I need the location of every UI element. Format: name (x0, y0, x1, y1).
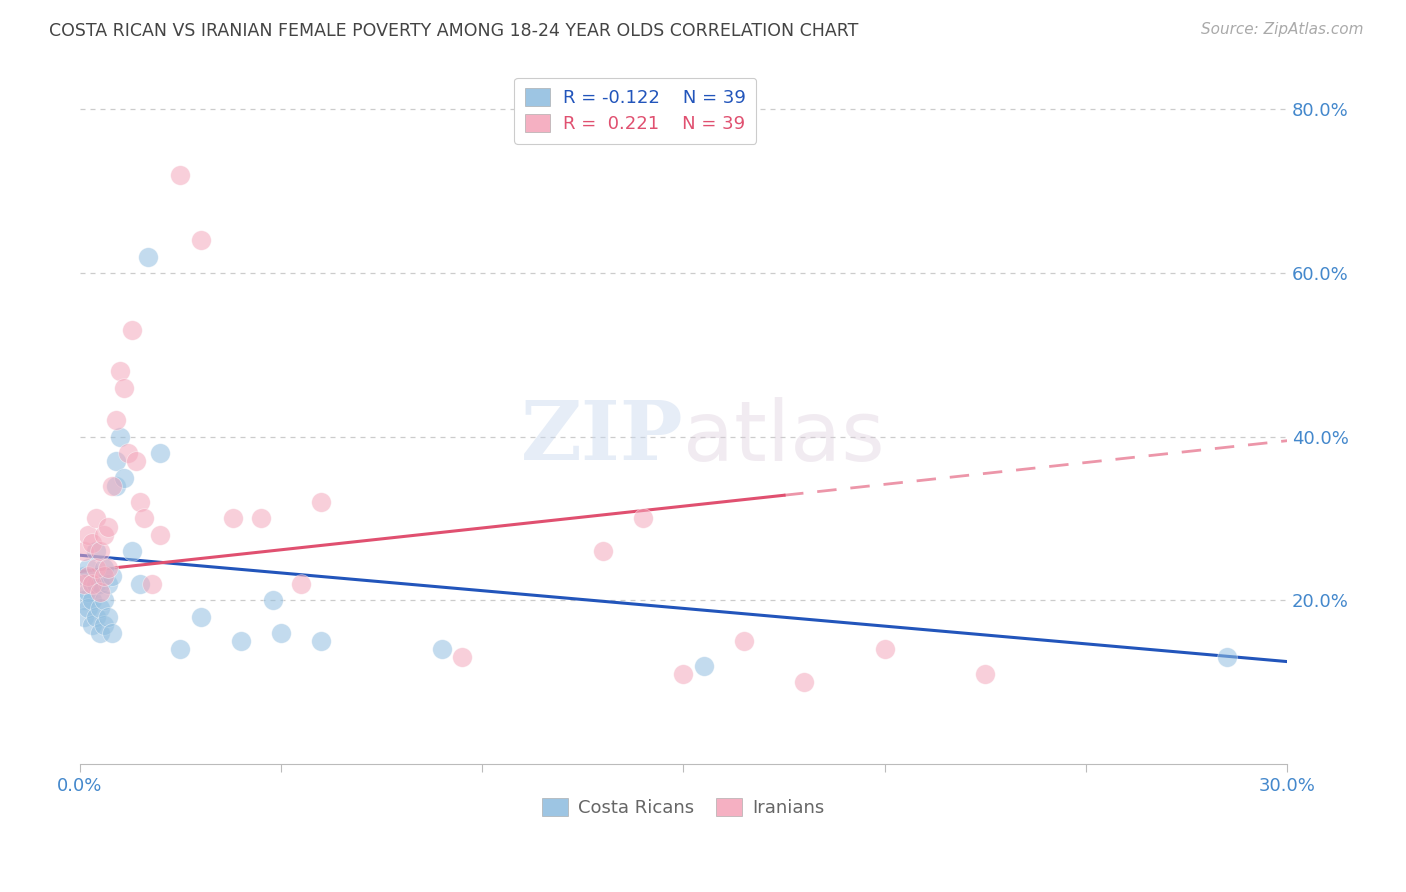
Point (974, 666, 997, 681)
Point (108, 364, 131, 378)
Point (149, 446, 172, 460)
Point (105, 454, 128, 468)
Point (112, 380, 135, 394)
Point (129, 577, 152, 591)
Point (77, 568, 100, 582)
Point (77, 601, 100, 615)
Point (93, 560, 115, 574)
Point (311, 634, 333, 648)
Point (631, 511, 654, 525)
Point (692, 658, 714, 673)
Point (101, 568, 124, 582)
Point (73, 609, 96, 624)
Point (190, 233, 212, 247)
Point (84, 511, 107, 525)
Point (311, 495, 333, 509)
Text: atlas: atlas (683, 397, 886, 477)
Point (77, 560, 100, 574)
Point (80, 577, 103, 591)
Point (169, 168, 191, 182)
Point (108, 429, 131, 443)
Point (270, 626, 292, 640)
Point (117, 446, 139, 460)
Point (73, 544, 96, 558)
Point (73, 593, 96, 607)
Point (89, 626, 111, 640)
Text: COSTA RICAN VS IRANIAN FEMALE POVERTY AMONG 18-24 YEAR OLDS CORRELATION CHART: COSTA RICAN VS IRANIAN FEMALE POVERTY AM… (49, 22, 859, 40)
Point (430, 642, 453, 657)
Point (77, 585, 100, 599)
Point (84, 577, 107, 591)
Point (97, 519, 120, 533)
Point (190, 609, 212, 624)
Point (290, 577, 312, 591)
Point (149, 528, 172, 542)
Text: ZIP: ZIP (520, 397, 683, 477)
Point (1215, 650, 1237, 665)
Point (592, 544, 614, 558)
Point (105, 413, 128, 427)
Point (672, 666, 695, 681)
Point (93, 593, 115, 607)
Point (262, 593, 284, 607)
Point (80, 617, 103, 632)
Point (93, 617, 115, 632)
Point (169, 642, 191, 657)
Point (141, 577, 163, 591)
Point (121, 544, 143, 558)
Point (451, 650, 474, 665)
Point (793, 675, 815, 690)
Point (250, 511, 273, 525)
Point (134, 511, 156, 525)
Legend: Costa Ricans, Iranians: Costa Ricans, Iranians (536, 791, 832, 824)
Point (89, 585, 111, 599)
Point (229, 634, 252, 648)
Point (89, 544, 111, 558)
Point (80, 536, 103, 550)
Text: Source: ZipAtlas.com: Source: ZipAtlas.com (1201, 22, 1364, 37)
Point (97, 609, 120, 624)
Point (112, 470, 135, 484)
Point (93, 528, 115, 542)
Point (73, 577, 96, 591)
Point (84, 544, 107, 558)
Point (105, 479, 128, 493)
Point (222, 511, 245, 525)
Point (129, 495, 152, 509)
Point (136, 250, 159, 264)
Point (89, 577, 111, 591)
Point (89, 601, 111, 615)
Point (101, 479, 124, 493)
Point (101, 626, 124, 640)
Point (80, 593, 103, 607)
Point (733, 634, 755, 648)
Point (873, 642, 896, 657)
Point (80, 577, 103, 591)
Point (125, 454, 148, 468)
Point (121, 323, 143, 337)
Point (97, 577, 120, 591)
Point (93, 568, 115, 582)
Point (73, 568, 96, 582)
Point (97, 560, 120, 574)
Point (84, 560, 107, 574)
Point (84, 609, 107, 624)
Point (77, 528, 100, 542)
